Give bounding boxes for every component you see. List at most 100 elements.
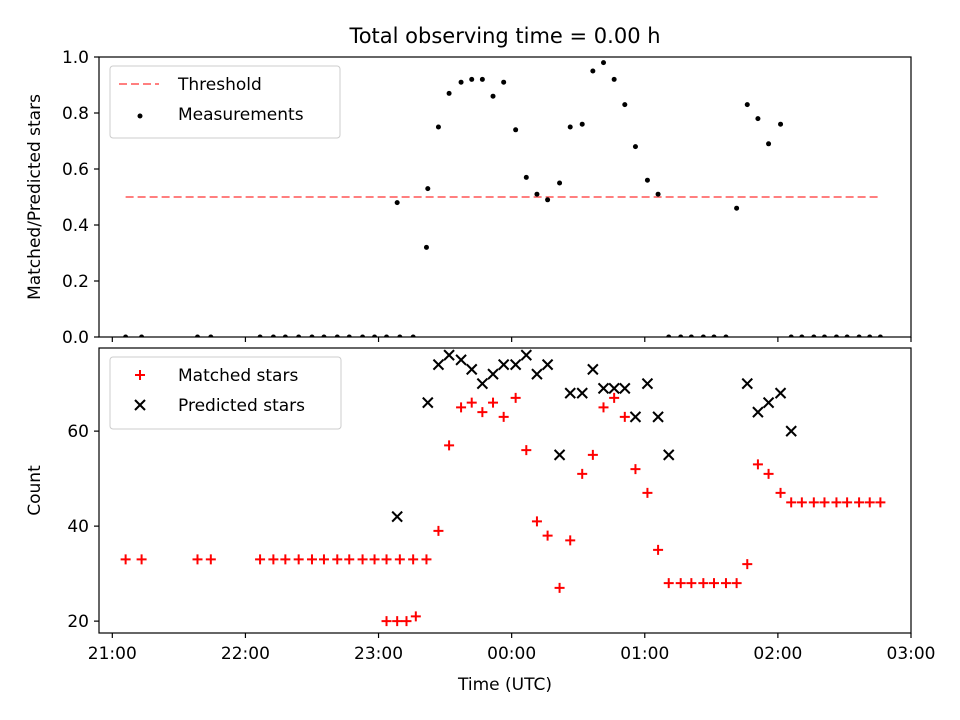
- data-point: [744, 102, 750, 108]
- data-point-plus: [344, 554, 355, 565]
- data-point: [611, 76, 617, 82]
- data-point-x: [455, 354, 467, 366]
- data-point-plus: [205, 554, 216, 565]
- data-point-plus: [510, 392, 521, 403]
- data-point-plus: [587, 449, 598, 460]
- data-point: [309, 334, 315, 337]
- data-point: [688, 334, 694, 337]
- data-point: [867, 334, 873, 337]
- data-point-plus: [720, 578, 731, 589]
- data-point: [208, 334, 214, 337]
- y-tick-label: 40: [67, 517, 89, 537]
- data-point-plus: [854, 497, 865, 508]
- data-point: [425, 186, 431, 192]
- data-point-plus: [433, 525, 444, 536]
- data-point-plus: [531, 516, 542, 527]
- data-point-plus: [698, 578, 709, 589]
- data-point: [601, 60, 607, 66]
- legend-item: Matched stars: [135, 366, 298, 386]
- data-point-x: [774, 387, 787, 399]
- data-point-x: [487, 368, 499, 380]
- data-point-plus: [280, 554, 291, 565]
- data-point-plus: [675, 578, 686, 589]
- x-tick-label: 01:00: [620, 644, 669, 664]
- data-point: [799, 334, 805, 337]
- data-point-x: [752, 406, 764, 418]
- data-point: [296, 334, 302, 337]
- data-point-x: [509, 358, 522, 371]
- data-point-plus: [332, 554, 343, 565]
- legend-item: Predicted stars: [134, 396, 305, 416]
- data-point-plus: [609, 392, 620, 403]
- bottom-plot-frame: [98, 347, 912, 634]
- data-point: [397, 334, 403, 337]
- data-point-x: [663, 449, 675, 461]
- data-point-plus: [619, 411, 630, 422]
- data-point: [579, 121, 585, 127]
- top-plot-frame: [98, 56, 912, 338]
- data-point: [139, 334, 145, 337]
- series-measurements: [123, 60, 883, 337]
- data-point: [394, 200, 400, 206]
- x-tick-label: 00:00: [487, 644, 536, 664]
- data-point-plus: [318, 554, 329, 565]
- data-point-plus: [808, 497, 819, 508]
- data-point: [523, 174, 529, 180]
- data-point-plus: [565, 535, 576, 546]
- x-tick-label: 03:00: [887, 644, 936, 664]
- data-point: [384, 334, 390, 337]
- top-data: [123, 60, 883, 337]
- data-point: [469, 76, 475, 82]
- data-point-x: [443, 349, 455, 361]
- data-point: [734, 205, 740, 211]
- data-point: [700, 334, 706, 337]
- legend-label: Threshold: [177, 75, 262, 95]
- data-point-plus: [542, 530, 553, 541]
- data-point-plus: [120, 554, 131, 565]
- data-point: [346, 334, 352, 337]
- data-point: [632, 144, 638, 150]
- data-point-plus: [401, 616, 412, 627]
- data-point-x: [432, 358, 445, 371]
- data-point-x: [597, 382, 610, 395]
- data-point-plus: [444, 440, 455, 451]
- data-point: [360, 334, 366, 337]
- y-tick-label: 1.0: [62, 48, 89, 68]
- data-point-plus: [357, 554, 368, 565]
- data-point-plus: [136, 554, 147, 565]
- x-tick-label: 23:00: [354, 644, 403, 664]
- y-tick-label: 0.0: [62, 328, 89, 348]
- data-point-plus: [752, 459, 763, 470]
- data-point-plus: [842, 497, 853, 508]
- data-point: [833, 334, 839, 337]
- x-tick-label: 22:00: [221, 644, 270, 664]
- data-point: [723, 334, 729, 337]
- y-axis-label: Count: [25, 465, 45, 516]
- data-point-plus: [521, 445, 532, 456]
- data-point-x: [476, 377, 489, 390]
- data-point: [755, 116, 761, 122]
- y-tick-label: 0.4: [62, 216, 89, 236]
- data-point: [557, 180, 563, 186]
- data-point-x: [629, 411, 642, 423]
- data-point: [877, 334, 883, 337]
- data-point-plus: [742, 559, 753, 570]
- data-point: [270, 334, 276, 337]
- data-point-plus: [708, 578, 719, 589]
- data-point: [711, 334, 717, 337]
- data-point-plus: [686, 578, 697, 589]
- data-point-plus: [293, 554, 304, 565]
- data-point-plus: [369, 554, 380, 565]
- data-point: [513, 127, 519, 133]
- data-point: [788, 334, 794, 337]
- data-point-plus: [630, 464, 641, 475]
- data-point: [479, 76, 485, 82]
- data-point-plus: [577, 468, 588, 479]
- data-point: [458, 79, 464, 85]
- data-point: [195, 334, 201, 337]
- data-point: [435, 124, 441, 130]
- data-point-x: [619, 382, 631, 395]
- data-point-plus: [775, 487, 786, 498]
- data-point: [567, 124, 573, 130]
